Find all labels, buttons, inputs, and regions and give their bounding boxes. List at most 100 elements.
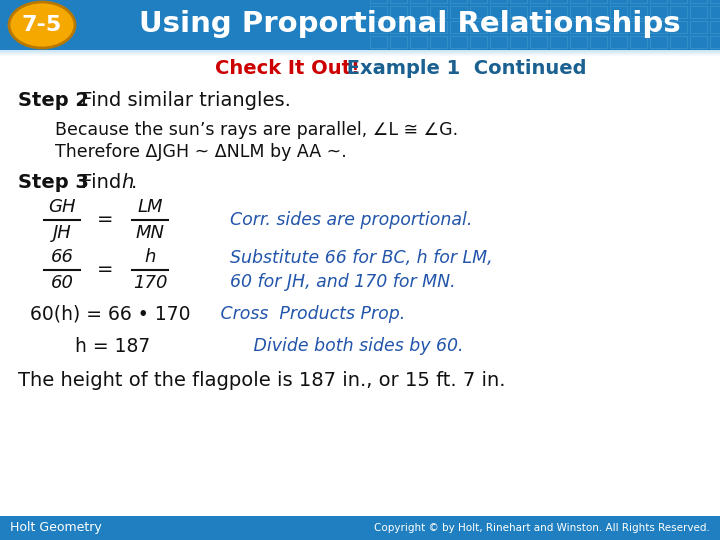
Text: Holt Geometry: Holt Geometry: [10, 522, 102, 535]
Bar: [670, 0, 687, 3]
Bar: [590, 36, 607, 48]
Text: MN: MN: [135, 224, 164, 242]
Bar: [630, 0, 647, 3]
Text: =: =: [96, 211, 113, 229]
Bar: [690, 36, 707, 48]
Bar: [530, 6, 547, 18]
Bar: [370, 6, 387, 18]
Bar: [630, 21, 647, 33]
Bar: [490, 36, 507, 48]
Bar: [510, 36, 527, 48]
FancyBboxPatch shape: [0, 516, 720, 540]
FancyBboxPatch shape: [0, 50, 720, 516]
Bar: [570, 6, 587, 18]
Text: JH: JH: [53, 224, 71, 242]
Bar: [670, 6, 687, 18]
Text: Find: Find: [75, 172, 127, 192]
Bar: [710, 0, 720, 3]
Bar: [610, 6, 627, 18]
Bar: [430, 21, 447, 33]
FancyBboxPatch shape: [0, 52, 720, 53]
Bar: [470, 21, 487, 33]
Text: Cross  Products Prop.: Cross Products Prop.: [215, 305, 405, 323]
Bar: [630, 6, 647, 18]
Bar: [550, 6, 567, 18]
Bar: [650, 6, 667, 18]
FancyBboxPatch shape: [0, 54, 720, 55]
Bar: [550, 36, 567, 48]
Bar: [410, 6, 427, 18]
Bar: [710, 21, 720, 33]
Bar: [530, 36, 547, 48]
Bar: [450, 6, 467, 18]
Bar: [430, 36, 447, 48]
Bar: [690, 21, 707, 33]
Bar: [370, 36, 387, 48]
Text: .: .: [131, 172, 138, 192]
Bar: [390, 21, 407, 33]
Bar: [430, 6, 447, 18]
Text: Using Proportional Relationships: Using Proportional Relationships: [139, 10, 681, 38]
Text: The height of the flagpole is 187 in., or 15 ft. 7 in.: The height of the flagpole is 187 in., o…: [18, 370, 505, 389]
Bar: [410, 0, 427, 3]
Bar: [670, 21, 687, 33]
Bar: [610, 36, 627, 48]
FancyBboxPatch shape: [0, 50, 720, 51]
Bar: [650, 21, 667, 33]
Text: Corr. sides are proportional.: Corr. sides are proportional.: [230, 211, 472, 229]
Bar: [450, 36, 467, 48]
Text: Check It Out!: Check It Out!: [215, 58, 360, 78]
Bar: [450, 0, 467, 3]
Bar: [690, 0, 707, 3]
Bar: [390, 0, 407, 3]
Text: Step 2: Step 2: [18, 91, 89, 110]
Bar: [510, 0, 527, 3]
Text: Copyright © by Holt, Rinehart and Winston. All Rights Reserved.: Copyright © by Holt, Rinehart and Winsto…: [374, 523, 710, 533]
FancyBboxPatch shape: [0, 55, 720, 56]
Text: Example 1  Continued: Example 1 Continued: [340, 58, 587, 78]
Bar: [570, 0, 587, 3]
Bar: [530, 21, 547, 33]
Bar: [570, 21, 587, 33]
Bar: [390, 36, 407, 48]
Bar: [610, 0, 627, 3]
Bar: [710, 6, 720, 18]
Bar: [510, 6, 527, 18]
Text: Divide both sides by 60.: Divide both sides by 60.: [215, 337, 464, 355]
Bar: [490, 0, 507, 3]
FancyBboxPatch shape: [0, 53, 720, 54]
Bar: [630, 36, 647, 48]
Text: Step 3: Step 3: [18, 172, 89, 192]
Text: Find similar triangles.: Find similar triangles.: [75, 91, 291, 110]
Text: h = 187: h = 187: [75, 336, 150, 355]
Text: h: h: [121, 172, 133, 192]
Bar: [530, 0, 547, 3]
Bar: [490, 21, 507, 33]
Text: Therefore ΔJGH ~ ΔNLM by AA ~.: Therefore ΔJGH ~ ΔNLM by AA ~.: [55, 143, 347, 161]
Bar: [410, 21, 427, 33]
Bar: [470, 6, 487, 18]
Bar: [510, 21, 527, 33]
Text: Because the sun’s rays are parallel, ∠L ≅ ∠G.: Because the sun’s rays are parallel, ∠L …: [55, 121, 458, 139]
Text: 7-5: 7-5: [22, 15, 62, 35]
Bar: [450, 21, 467, 33]
Bar: [710, 36, 720, 48]
Text: 60 for JH, and 170 for MN.: 60 for JH, and 170 for MN.: [230, 273, 456, 291]
Bar: [590, 6, 607, 18]
FancyBboxPatch shape: [0, 0, 720, 50]
Bar: [370, 0, 387, 3]
Text: 66: 66: [50, 248, 73, 266]
Bar: [370, 21, 387, 33]
Bar: [670, 36, 687, 48]
Text: =: =: [96, 260, 113, 280]
Text: Substitute 66 for BC, h for LM,: Substitute 66 for BC, h for LM,: [230, 249, 492, 267]
Bar: [690, 6, 707, 18]
Text: 170: 170: [132, 274, 167, 292]
Bar: [590, 21, 607, 33]
Text: GH: GH: [48, 198, 76, 216]
Bar: [470, 36, 487, 48]
Bar: [610, 21, 627, 33]
Bar: [390, 6, 407, 18]
Bar: [650, 36, 667, 48]
Text: LM: LM: [138, 198, 163, 216]
